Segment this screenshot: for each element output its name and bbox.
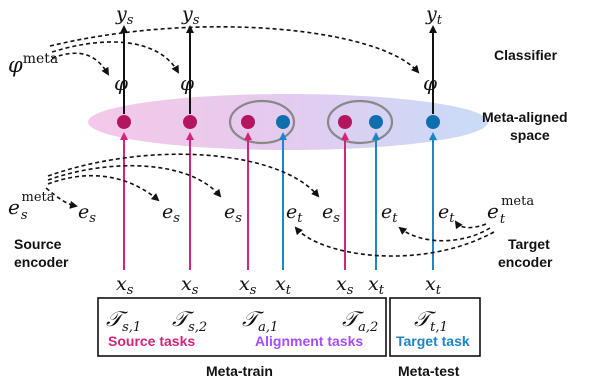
embedding-dot-target: [426, 115, 440, 129]
label-meta-test: Meta-test: [398, 363, 460, 379]
label-xt-1: xt: [275, 273, 292, 298]
label-es-4: es: [322, 201, 340, 226]
label-et-1: et: [286, 201, 303, 226]
label-space-2: space: [510, 127, 550, 143]
label-xt-3: xt: [425, 273, 442, 298]
label-es-2: es: [162, 201, 180, 226]
label-xs-1: xs: [116, 273, 134, 298]
dashed-arrow-et-meta-3: [294, 226, 495, 257]
label-source-tasks: Source tasks: [108, 333, 195, 349]
label-phi-2: φ: [180, 71, 194, 95]
label-space-1: Meta-aligned: [482, 109, 568, 125]
label-classifier: Classifier: [494, 47, 558, 63]
embedding-dot-source: [183, 115, 197, 129]
label-xs-2: xs: [181, 273, 199, 298]
label-alignment-tasks: Alignment tasks: [255, 333, 363, 349]
dashed-arrow-et-meta-2: [398, 226, 491, 242]
label-source-encoder-2: encoder: [14, 254, 69, 270]
meta-test-box: [389, 297, 481, 357]
label-yt: yt: [425, 3, 443, 28]
task-a2: 𝒯a,2: [342, 307, 378, 335]
dashed-arrow-es-meta-4: [47, 153, 320, 198]
label-ys-2: ys: [181, 3, 200, 28]
label-xs-3: xs: [239, 273, 257, 298]
dashed-arrow-phi-meta-1: [51, 52, 110, 76]
label-phi-3: φ: [423, 71, 437, 95]
label-phi-meta: φmeta: [8, 51, 58, 77]
dashed-arrow-phi-meta-2: [51, 41, 179, 74]
dashed-arrow-phi-meta-3: [49, 26, 420, 74]
label-target-encoder-1: Target: [508, 236, 550, 252]
label-phi-1: φ: [114, 71, 128, 95]
dashed-arrow-es-meta-1: [45, 187, 78, 209]
task-a1: 𝒯a,1: [242, 307, 278, 335]
label-meta-train: Meta-train: [206, 363, 273, 379]
label-target-encoder-2: encoder: [498, 254, 553, 270]
task-s1: 𝒯s,1: [106, 307, 141, 335]
embedding-dot-target: [369, 115, 383, 129]
label-et-2: et: [381, 201, 398, 226]
label-et-3: et: [438, 201, 455, 226]
alignment-group-2: [326, 99, 394, 145]
dashed-arrow-es-meta-2: [47, 174, 160, 202]
task-s2: 𝒯s,2: [172, 307, 207, 335]
dashed-arrow-es-meta-3: [47, 164, 222, 198]
label-xt-2: xt: [368, 273, 385, 298]
label-ys-1: ys: [115, 3, 134, 28]
label-es-1: es: [78, 201, 96, 226]
meta-train-box: [97, 297, 387, 357]
embedding-dot-source: [117, 115, 131, 129]
embedding-dot-source: [338, 115, 352, 129]
label-es-meta: esmeta: [8, 190, 55, 223]
label-source-encoder-1: Source: [14, 236, 62, 252]
task-t1: 𝒯t,1: [414, 307, 448, 335]
alignment-group-1: [228, 99, 296, 145]
embedding-dot-source: [241, 115, 255, 129]
label-xs-4: xs: [336, 273, 354, 298]
label-es-3: es: [224, 201, 242, 226]
embedding-dot-target: [276, 115, 290, 129]
label-et-meta: etmeta: [487, 194, 534, 227]
label-target-task: Target task: [396, 333, 470, 349]
dashed-arrow-et-meta-1: [454, 220, 487, 230]
